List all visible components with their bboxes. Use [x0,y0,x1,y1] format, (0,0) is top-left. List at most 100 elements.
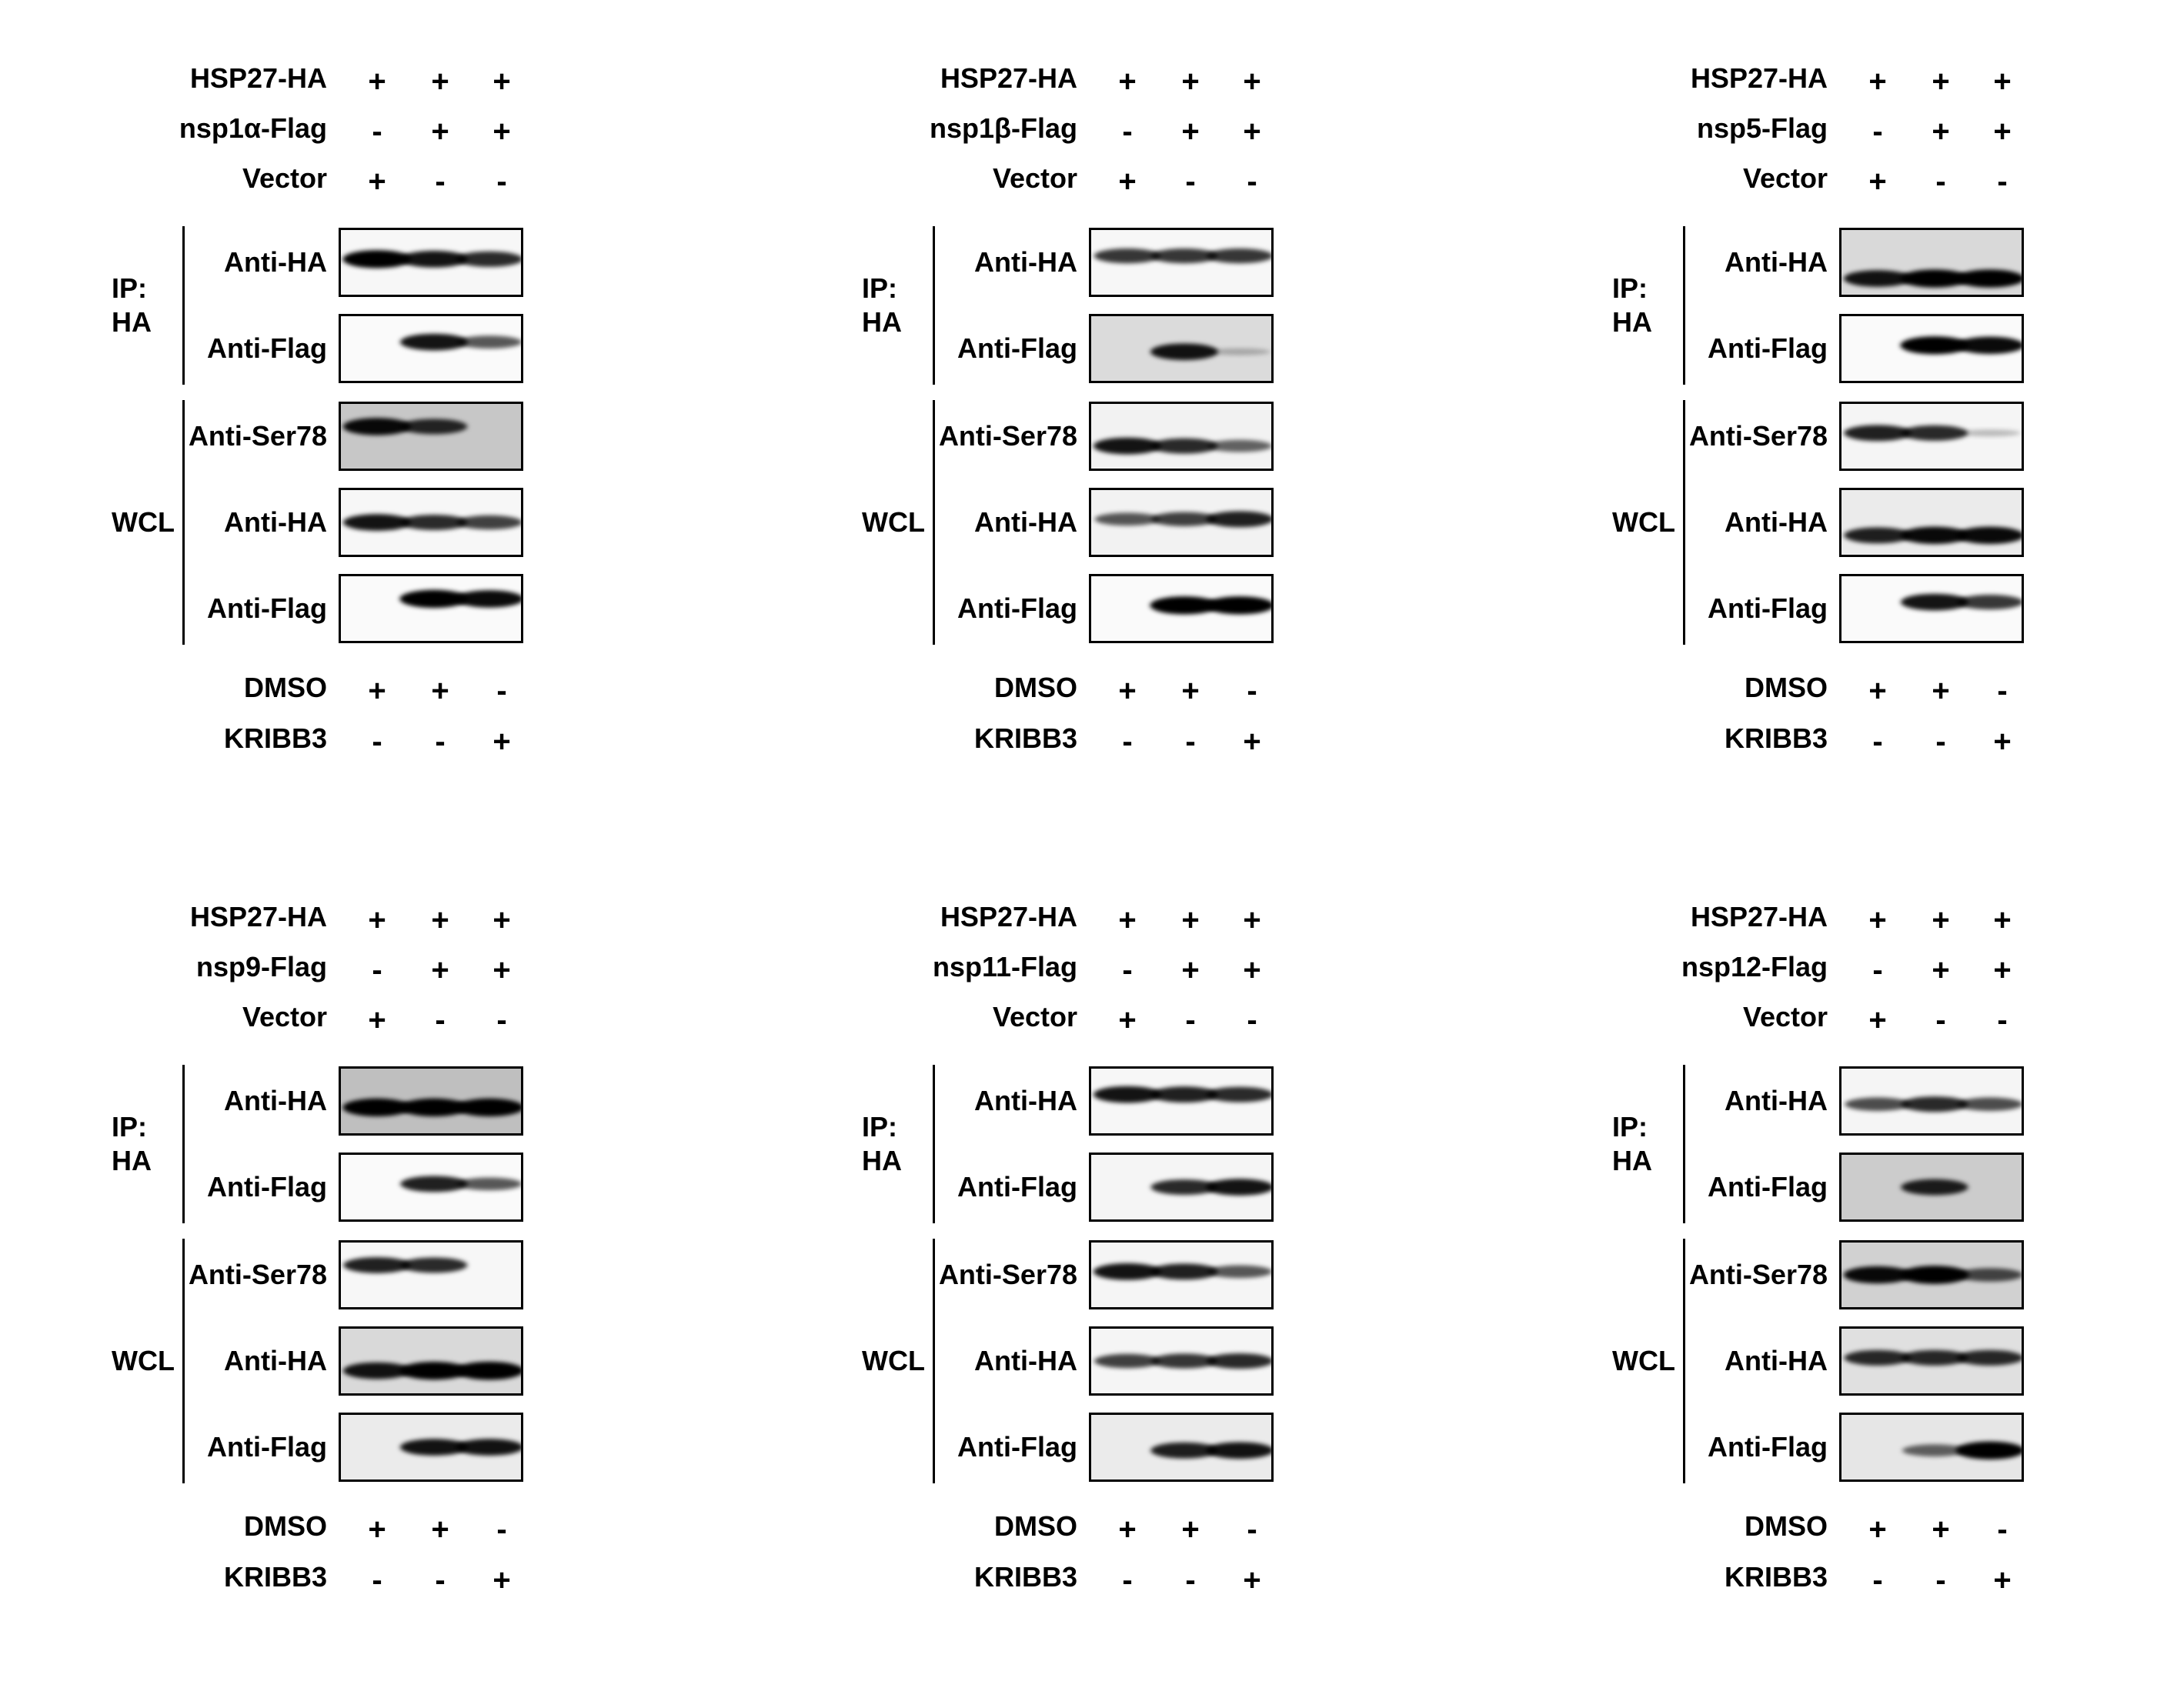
condition-label: nsp1α-Flag [179,112,327,144]
treatment-sign: + [1181,674,1200,708]
blot-panel-3: HSP27-HA + + + nsp5-Flag - + + Vector + - - Anti-HA A… [1604,54,2157,869]
group-label: IP: HA [112,1111,152,1176]
antibody-label: Anti-HA [974,1085,1077,1116]
condition-label: HSP27-HA [1690,62,1828,94]
treatment-sign: - [372,725,382,759]
condition-sign: + [368,903,386,937]
antibody-label: Anti-Flag [207,1431,327,1463]
condition-sign: + [1243,115,1261,148]
antibody-label: Anti-Flag [207,592,327,624]
band-lane-1 [342,514,411,531]
group-bracket [933,1239,935,1483]
blot-image [1091,404,1271,469]
treatment-sign: + [1868,674,1887,708]
band-lane-2 [399,589,469,609]
treatment-sign: - [1872,1563,1883,1597]
antibody-label: Anti-Flag [1708,1171,1828,1203]
group-bracket [182,1065,185,1223]
band-lane-3 [455,1361,521,1380]
band-lane-2 [1150,1263,1218,1280]
blot-strip [339,1066,523,1136]
condition-sign: - [1872,953,1883,987]
band-lane-1 [1093,1086,1161,1103]
treatment-sign: - [1185,1563,1196,1597]
treatment-sign: + [493,1563,511,1597]
band-lane-3 [1206,1442,1271,1459]
band-lane-2 [400,419,468,435]
band-lane-3 [456,1177,521,1191]
band-lane-2 [399,1361,469,1380]
treatment-label: DMSO [994,1510,1077,1542]
blot-strip [339,488,523,557]
blot-image [1841,1069,2022,1133]
band-lane-2 [1901,425,1968,441]
band-lane-3 [455,590,521,608]
band-lane-1 [1845,1097,1911,1111]
antibody-label: Anti-Flag [1708,592,1828,624]
condition-sign: - [1997,1003,2008,1037]
condition-sign: - [435,1003,446,1037]
blot-strip [1839,1240,2024,1309]
band-lane-1 [342,1098,412,1117]
blot-image [1841,1243,2022,1307]
treatment-sign: - [1122,725,1133,759]
treatment-label: KRIBB3 [973,722,1077,754]
condition-sign: + [1118,1003,1137,1037]
condition-sign: - [1122,953,1133,987]
condition-sign: - [1997,165,2008,198]
antibody-label: Anti-Ser78 [1688,1259,1828,1290]
blot-image [1091,1243,1271,1307]
blot-image [1091,1069,1271,1133]
treatment-label: KRIBB3 [973,1561,1077,1593]
treatment-label: DMSO [244,1510,327,1542]
blot-image [1841,404,2022,469]
condition-sign: + [431,115,449,148]
band-lane-2 [1150,438,1218,454]
group-bracket [933,226,935,385]
band-lane-2 [1150,1086,1218,1103]
blot-image [341,230,521,295]
treatment-sign: + [1932,674,1950,708]
band-lane-2 [1151,512,1217,526]
band-lane-3 [1207,439,1271,452]
condition-sign: + [431,953,449,987]
band-lane-3 [1206,1353,1271,1369]
treatment-sign: - [1247,1513,1257,1546]
band-lane-2 [1150,1179,1218,1196]
group-label: WCL [112,1345,175,1376]
treatment-sign: + [1993,725,2012,759]
band-lane-1 [342,1362,411,1379]
treatment-label: DMSO [1745,672,1828,703]
blot-image [1841,230,2022,295]
antibody-label: Anti-Flag [207,332,327,364]
blot-strip [339,402,523,471]
blot-image [1091,576,1271,641]
antibody-label: Anti-Flag [957,332,1077,364]
band-lane-1 [1844,425,1912,442]
condition-sign: + [1243,953,1261,987]
condition-label: Vector [1742,1001,1828,1032]
blot-strip [1089,1413,1274,1482]
group-label: WCL [1612,506,1675,538]
blot-image [341,1069,521,1133]
antibody-label: Anti-Ser78 [938,1259,1077,1290]
antibody-label: Anti-HA [974,1345,1077,1376]
blot-panel-5: HSP27-HA + + + nsp11-Flag - + + Vector + - - Anti-HA… [854,892,1454,1708]
condition-sign: + [1932,115,1950,148]
band-lane-3 [1955,269,2022,288]
blot-panel-2: HSP27-HA + + + nsp1β-Flag - + + Vector + - - Anti-HA… [854,54,1454,869]
blot-image [341,1329,521,1393]
condition-label: nsp12-Flag [1681,951,1828,982]
band-lane-2 [1900,1266,1969,1284]
condition-sign: + [1118,65,1137,98]
treatment-sign: - [1935,1563,1946,1597]
antibody-label: Anti-Ser78 [188,420,327,452]
treatment-sign: - [1935,725,1946,759]
treatment-sign: + [368,674,386,708]
blot-strip [1089,228,1274,297]
treatment-sign: + [1243,725,1261,759]
treatment-sign: + [1118,1513,1137,1546]
condition-sign: + [1993,903,2012,937]
blot-background [1091,404,1271,469]
